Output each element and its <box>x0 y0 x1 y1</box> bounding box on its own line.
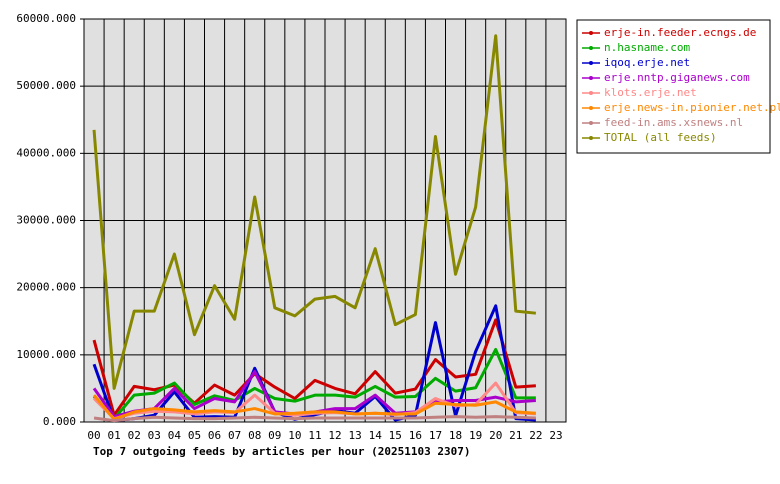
legend-marker <box>589 31 593 35</box>
x-tick-label: 02 <box>128 429 141 442</box>
y-tick-label: 0.000 <box>43 415 76 428</box>
x-tick-label: 05 <box>188 429 201 442</box>
legend-marker <box>589 91 593 95</box>
y-tick-label: 60000.000 <box>16 12 76 25</box>
legend-label: erje.nntp.giganews.com <box>604 71 750 84</box>
x-tick-label: 20 <box>489 429 502 442</box>
y-tick-label: 20000.000 <box>16 281 76 294</box>
x-tick-label: 21 <box>509 429 522 442</box>
x-tick-label: 22 <box>529 429 542 442</box>
legend-label: erje.news-in.pionier.net.pl <box>604 101 780 114</box>
x-tick-label: 23 <box>549 429 562 442</box>
y-tick-label: 30000.000 <box>16 214 76 227</box>
legend-label: erje-in.feeder.ecngs.de <box>604 26 756 39</box>
series-line <box>92 34 537 390</box>
legend-label: klots.erje.net <box>604 86 697 99</box>
x-tick-label: 19 <box>469 429 482 442</box>
x-tick-label: 12 <box>328 429 341 442</box>
x-tick-label: 03 <box>148 429 161 442</box>
x-tick-label: 14 <box>369 429 383 442</box>
x-tick-label: 09 <box>268 429 281 442</box>
x-tick-label: 16 <box>409 429 422 442</box>
x-tick-label: 06 <box>208 429 221 442</box>
x-tick-label: 01 <box>108 429 121 442</box>
x-tick-label: 04 <box>168 429 182 442</box>
legend-label: TOTAL (all feeds) <box>604 131 717 144</box>
y-tick-label: 40000.000 <box>16 146 76 159</box>
x-tick-label: 08 <box>248 429 261 442</box>
series-line <box>92 394 536 421</box>
legend-label: iqoq.erje.net <box>604 56 690 69</box>
x-tick-label: 13 <box>349 429 362 442</box>
x-tick-label: 18 <box>449 429 462 442</box>
y-tick-label: 50000.000 <box>16 79 76 92</box>
y-tick-label: 10000.000 <box>16 348 76 361</box>
x-tick-label: 11 <box>308 429 321 442</box>
x-tick-label: 07 <box>228 429 241 442</box>
legend-marker <box>589 46 593 50</box>
legend-marker <box>589 136 593 140</box>
legend-marker <box>589 121 593 125</box>
legend-marker <box>589 106 593 110</box>
legend-marker <box>589 61 593 65</box>
x-tick-label: 00 <box>87 429 100 442</box>
x-tick-label: 15 <box>389 429 402 442</box>
legend-marker <box>589 76 593 80</box>
series-line <box>93 415 536 423</box>
legend-label: feed-in.ams.xsnews.nl <box>604 116 743 129</box>
chart-title: Top 7 outgoing feeds by articles per hou… <box>93 445 471 458</box>
legend-box <box>576 19 771 154</box>
x-tick-label: 17 <box>429 429 442 442</box>
legend-label: n.hasname.com <box>604 41 690 54</box>
x-tick-label: 10 <box>288 429 301 442</box>
